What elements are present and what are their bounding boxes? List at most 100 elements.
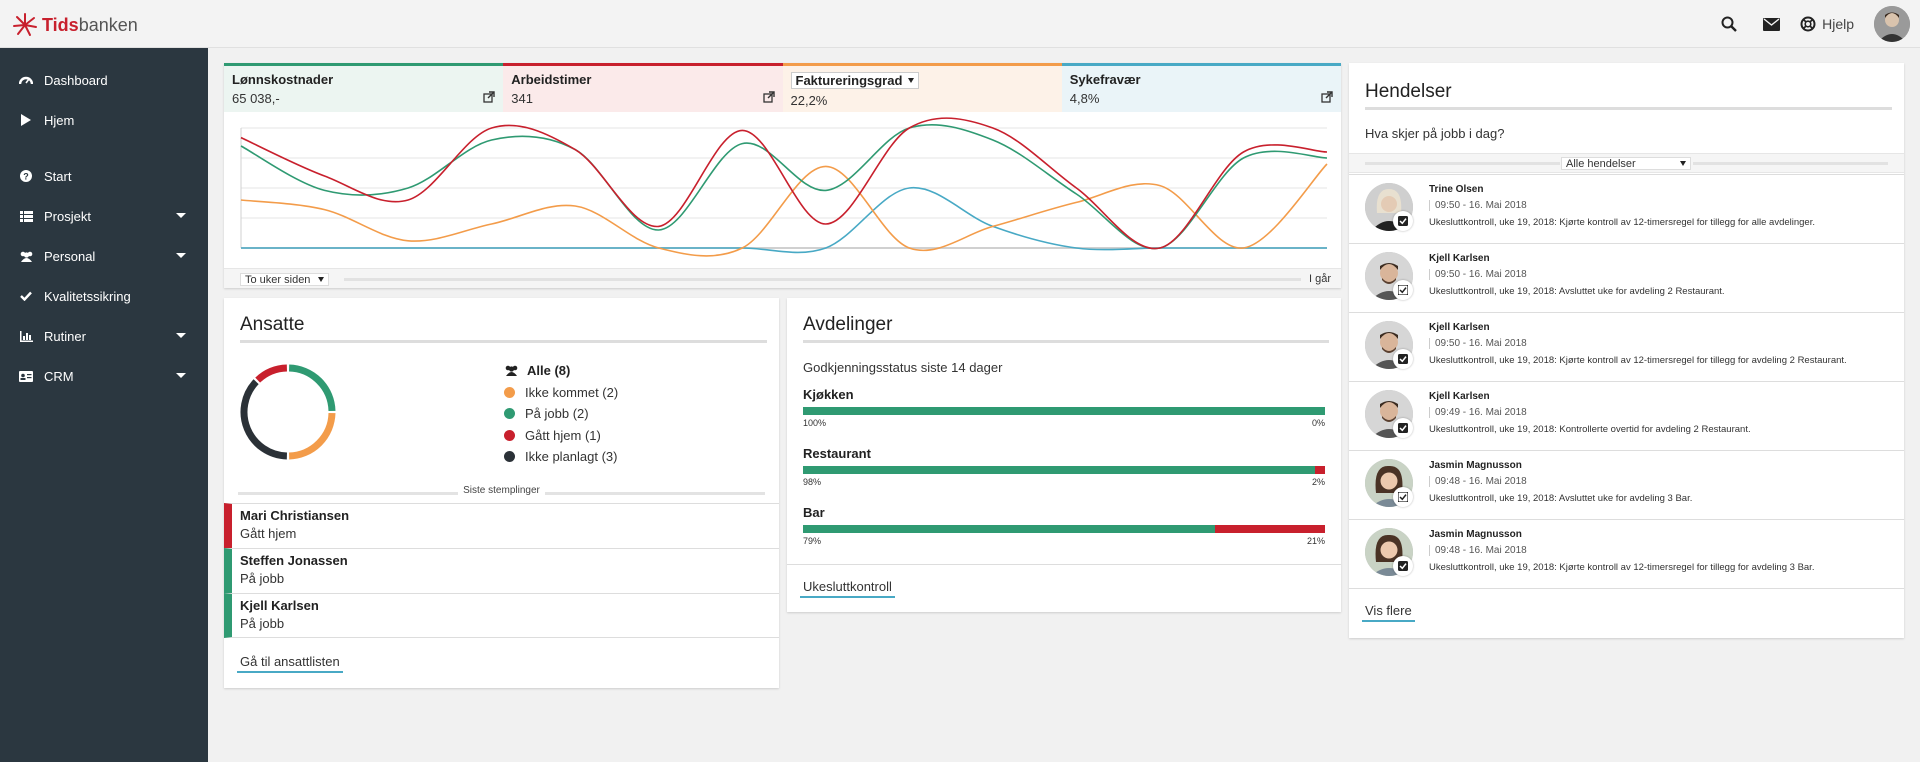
chevron-down-icon — [176, 373, 186, 378]
event-item[interactable]: Kjell Karlsen 09:50 - 16. Mai 2018 Ukesl… — [1349, 312, 1904, 381]
stamp-row[interactable]: Steffen Jonassen På jobb — [224, 548, 779, 593]
sidebar-item-prosjekt[interactable]: Prosjekt — [0, 196, 208, 236]
event-filter-label: Alle hendelser — [1566, 157, 1636, 170]
chevron-down-icon — [176, 213, 186, 218]
kpi-label[interactable]: Faktureringsgrad — [790, 72, 1054, 89]
event-item[interactable]: Kjell Karlsen 09:50 - 16. Mai 2018 Ukesl… — [1349, 243, 1904, 312]
kpi-line-chart — [240, 117, 1328, 257]
legend-ikke-planlagt[interactable]: Ikke planlagt (3) — [504, 446, 618, 468]
legend-dot — [504, 429, 515, 441]
event-author: Jasmin Magnusson — [1429, 460, 1522, 471]
users-icon — [504, 365, 519, 377]
legend-label: Gått hjem (1) — [525, 427, 601, 443]
chevron-down-icon — [1680, 161, 1686, 166]
stamp-header: Siste stemplinger — [224, 485, 779, 501]
kpi-dropdown[interactable]: Faktureringsgrad — [790, 72, 920, 89]
external-link-icon[interactable] — [762, 90, 775, 108]
event-time: 09:50 - 16. Mai 2018 — [1429, 200, 1527, 211]
legend-all[interactable]: Alle (8) — [504, 360, 618, 382]
sidebar-item-rutiner[interactable]: Rutiner — [0, 316, 208, 356]
approval-bar — [803, 525, 1325, 533]
play-icon — [18, 114, 34, 126]
title-divider — [240, 340, 767, 343]
event-item[interactable]: Kjell Karlsen 09:49 - 16. Mai 2018 Ukesl… — [1349, 381, 1904, 450]
legend-dot — [504, 386, 515, 398]
event-text: Ukesluttkontroll, uke 19, 2018: Avslutte… — [1429, 493, 1693, 504]
stamp-status: Gått hjem — [240, 526, 297, 541]
user-avatar[interactable] — [1874, 6, 1910, 42]
sidebar-item-label: CRM — [44, 368, 74, 384]
stamp-row[interactable]: Mari Christiansen Gått hjem — [224, 503, 779, 548]
event-time: 09:50 - 16. Mai 2018 — [1429, 338, 1527, 349]
legend-dot — [504, 408, 515, 420]
mail-icon[interactable] — [1750, 0, 1792, 48]
top-bar: Tidsbanken Hjelp — [0, 0, 1920, 48]
list-icon — [18, 210, 34, 222]
approval-bar-pending — [1314, 466, 1325, 474]
event-text: Ukesluttkontroll, uke 19, 2018: Kjørte k… — [1429, 217, 1815, 228]
event-item[interactable]: Trine Olsen 09:50 - 16. Mai 2018 Ukeslut… — [1349, 174, 1904, 243]
event-time: 09:50 - 16. Mai 2018 — [1429, 269, 1527, 280]
chart-series-line — [240, 117, 1328, 250]
weekly-check-link[interactable]: Ukesluttkontroll — [800, 579, 895, 598]
event-item[interactable]: Jasmin Magnusson 09:48 - 16. Mai 2018 Uk… — [1349, 450, 1904, 519]
sidebar: Dashboard Hjem ? Start Prosjekt Personal… — [0, 48, 208, 762]
search-icon[interactable] — [1708, 0, 1750, 48]
sidebar-item-dashboard[interactable]: Dashboard — [0, 60, 208, 100]
approved-pct: 100% — [803, 418, 827, 428]
help-label: Hjelp — [1822, 16, 1854, 32]
checkbox-icon — [1393, 556, 1413, 576]
sidebar-item-start[interactable]: ? Start — [0, 156, 208, 196]
sidebar-item-label: Rutiner — [44, 328, 86, 344]
department-name: Bar — [803, 505, 825, 520]
event-text: Ukesluttkontroll, uke 19, 2018: Avslutte… — [1429, 286, 1725, 297]
event-filter-select[interactable]: Alle hendelser — [1561, 157, 1691, 170]
kpi-tab-sykefravaer[interactable]: Sykefravær 4,8% — [1061, 63, 1341, 112]
sidebar-item-crm[interactable]: CRM — [0, 356, 208, 396]
legend-ikke-kommet[interactable]: Ikke kommet (2) — [504, 382, 618, 404]
employee-list-link[interactable]: Gå til ansattlisten — [237, 654, 343, 673]
kpi-label: Arbeidstimer — [511, 72, 592, 87]
logo[interactable]: Tidsbanken — [12, 12, 138, 38]
sidebar-item-hjem[interactable]: Hjem — [0, 100, 208, 140]
external-link-icon[interactable] — [1321, 90, 1333, 108]
title-divider — [803, 340, 1329, 343]
legend-pa-jobb[interactable]: På jobb (2) — [504, 403, 618, 425]
stamp-name: Kjell Karlsen — [240, 598, 319, 613]
donut-segment — [288, 412, 336, 460]
event-text: Ukesluttkontroll, uke 19, 2018: Kjørte k… — [1429, 562, 1815, 573]
event-text: Ukesluttkontroll, uke 19, 2018: Kontroll… — [1429, 424, 1751, 435]
chart-gridlines — [241, 127, 1327, 249]
chevron-down-icon — [176, 333, 186, 338]
department-name: Restaurant — [803, 446, 871, 461]
event-author: Kjell Karlsen — [1429, 322, 1490, 333]
kpi-tab-faktureringsgrad[interactable]: Faktureringsgrad 22,2% — [782, 63, 1062, 112]
panel-title: Avdelinger — [803, 314, 893, 335]
external-link-icon[interactable] — [483, 90, 495, 108]
range-select[interactable]: To uker siden — [240, 273, 330, 286]
kpi-tab-arbeidstimer[interactable]: Arbeidstimer 341 — [503, 63, 783, 112]
chevron-down-icon — [318, 277, 325, 282]
legend-label: Alle (8) — [527, 363, 571, 379]
legend-gatt-hjem[interactable]: Gått hjem (1) — [504, 425, 618, 447]
show-more-link[interactable]: Vis flere — [1362, 603, 1415, 622]
event-item[interactable]: Jasmin Magnusson 09:48 - 16. Mai 2018 Uk… — [1349, 519, 1904, 588]
range-footer: To uker siden I går — [224, 268, 1341, 288]
pending-pct: 21% — [1306, 536, 1325, 546]
range-slider[interactable] — [344, 278, 1301, 281]
kpi-tab-lonnskostnader[interactable]: Lønnskostnader 65 038,- — [224, 63, 504, 112]
help-button[interactable]: Hjelp — [1792, 16, 1874, 32]
stamp-row[interactable]: Kjell Karlsen På jobb — [224, 593, 779, 638]
stamp-status: På jobb — [240, 616, 285, 631]
sidebar-item-personal[interactable]: Personal — [0, 236, 208, 276]
sidebar-item-kvalitetssikring[interactable]: Kvalitetssikring — [0, 276, 208, 316]
stamp-status: På jobb — [240, 571, 285, 586]
department-name: Kjøkken — [803, 387, 854, 402]
sidebar-item-label: Start — [44, 168, 72, 184]
donut-segment — [288, 364, 336, 412]
checkbox-icon — [1393, 280, 1413, 300]
pending-pct: 0% — [1311, 418, 1325, 428]
approval-bar-pending — [1215, 525, 1325, 533]
kpi-panel: Lønnskostnader 65 038,- Arbeidstimer 341… — [224, 63, 1341, 288]
panel-subtitle: Hva skjer på jobb i dag? — [1365, 126, 1505, 141]
